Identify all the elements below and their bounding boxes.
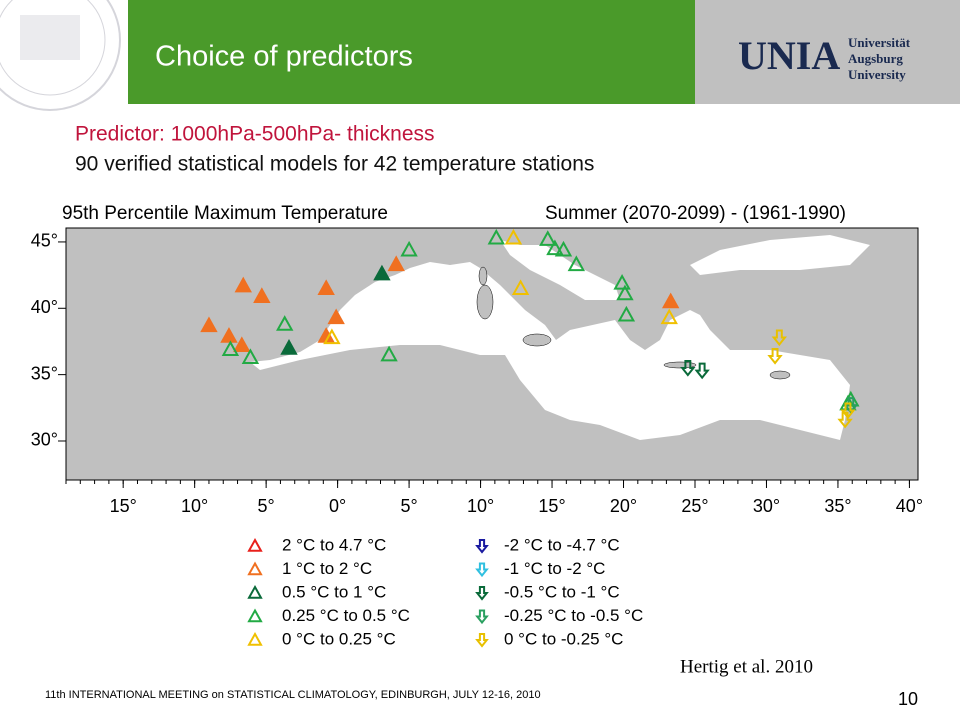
station-decrease	[767, 348, 783, 365]
station-increase	[241, 348, 260, 364]
legend-marker	[247, 584, 263, 599]
station-increase	[233, 336, 251, 353]
legend-marker	[475, 562, 489, 578]
station-increase	[504, 228, 523, 245]
logo-line: Universität	[848, 35, 911, 50]
station-increase	[234, 276, 252, 293]
station-increase	[380, 345, 398, 362]
citation: Hertig et al. 2010	[680, 656, 813, 677]
x-tick-label: 5°	[258, 496, 275, 516]
legend-label: -2 °C to -4.7 °C	[504, 535, 620, 554]
station-increase	[660, 308, 678, 325]
header-bar	[128, 0, 695, 104]
x-tick-label: 15°	[110, 496, 137, 516]
station-decrease	[694, 362, 710, 380]
legend-label: 2 °C to 4.7 °C	[282, 535, 386, 554]
station-increase	[200, 316, 218, 333]
legend-label: 0 °C to -0.25 °C	[504, 629, 623, 648]
subtitle: Predictor: 1000hPa-500hPa- thickness	[75, 123, 435, 146]
station-increase	[220, 327, 238, 343]
y-tick-label: 40°	[31, 297, 58, 317]
station-increase	[613, 274, 631, 290]
y-tick-label: 45°	[31, 231, 58, 251]
station-increase	[373, 264, 391, 281]
station-increase	[661, 292, 680, 309]
station-decrease	[837, 411, 853, 429]
station-increase	[327, 308, 345, 325]
legend-label: 0 °C to 0.25 °C	[282, 629, 396, 648]
station-increase	[221, 340, 240, 357]
legend-label: 1 °C to 2 °C	[282, 559, 372, 578]
station-increase	[487, 228, 505, 245]
map-title: 95th Percentile Maximum Temperature	[62, 203, 388, 224]
x-tick-label: 25°	[681, 496, 708, 516]
station-increase	[616, 284, 634, 301]
x-tick-label: 30°	[753, 496, 780, 516]
station-decrease	[771, 329, 788, 347]
legend-label: 0.25 °C to 0.5 °C	[282, 606, 410, 625]
legend-marker	[247, 561, 263, 576]
legend-label: 0.5 °C to 1 °C	[282, 582, 386, 601]
logo-line: Augsburg	[848, 51, 903, 66]
legend-marker	[247, 537, 263, 552]
station-increase	[317, 279, 335, 295]
x-tick-label: 15°	[538, 496, 565, 516]
legend-marker	[475, 609, 489, 625]
station-increase	[546, 239, 564, 256]
logo-mark: UNIA	[738, 33, 840, 78]
legend-label: -1 °C to -2 °C	[504, 559, 605, 578]
y-tick-label: 30°	[31, 430, 58, 450]
legend-marker	[247, 608, 263, 623]
x-tick-label: 40°	[896, 496, 923, 516]
logo-panel	[695, 0, 960, 104]
page-number: 10	[898, 689, 918, 709]
x-tick-label: 35°	[824, 496, 851, 516]
seal	[0, 0, 121, 111]
subtitle: 90 verified statistical models for 42 te…	[75, 153, 594, 176]
x-tick-label: 0°	[329, 496, 346, 516]
x-tick-label: 10°	[181, 496, 208, 516]
station-increase	[539, 230, 557, 246]
station-increase	[617, 305, 636, 322]
map-title: Summer (2070-2099) - (1961-1990)	[545, 203, 846, 224]
station-decrease	[843, 397, 859, 414]
legend-marker	[247, 631, 263, 646]
station-increase	[253, 287, 271, 303]
x-tick-label: 20°	[610, 496, 637, 516]
station-increase	[567, 255, 586, 272]
x-tick-label: 5°	[400, 496, 417, 516]
station-increase	[276, 315, 294, 331]
station-increase	[280, 339, 298, 355]
x-tick-label: 10°	[467, 496, 494, 516]
station-decrease	[840, 402, 856, 420]
legend-marker	[475, 633, 489, 648]
legend-marker	[475, 539, 489, 554]
footer: 11th INTERNATIONAL MEETING on STATISTICA…	[45, 689, 541, 701]
station-increase	[387, 255, 405, 272]
station-increase	[323, 328, 341, 345]
legend-marker	[475, 586, 489, 601]
map-base	[65, 227, 919, 481]
station-increase	[511, 279, 530, 295]
legend-label: -0.5 °C to -1 °C	[504, 582, 620, 601]
station-increase	[400, 240, 418, 257]
y-tick-label: 35°	[31, 363, 58, 383]
legend-label: -0.25 °C to -0.5 °C	[504, 606, 643, 625]
station-decrease	[680, 360, 696, 377]
station-increase	[554, 240, 573, 257]
slide-title: Choice of predictors	[155, 41, 413, 73]
logo-line: University	[848, 67, 906, 82]
